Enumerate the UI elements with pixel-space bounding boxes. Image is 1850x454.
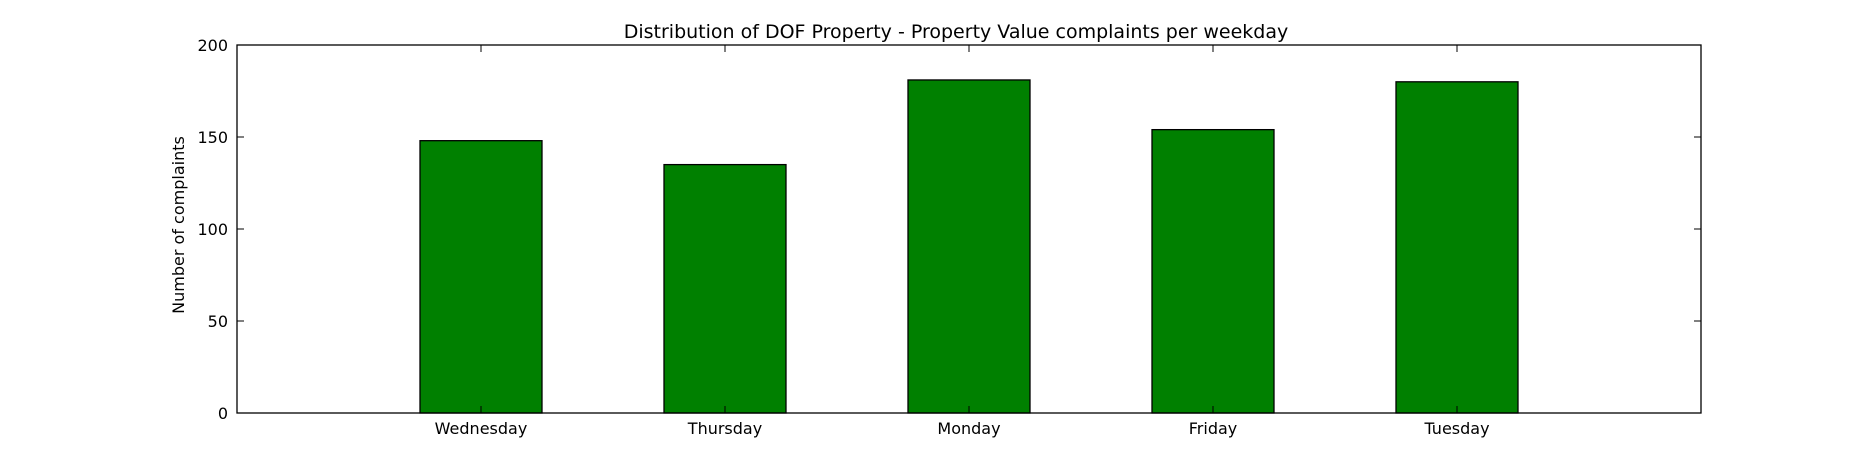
bar-friday <box>1151 128 1275 414</box>
bar-thursday <box>663 163 787 414</box>
x-tick-label: Monday <box>937 419 1000 438</box>
x-tick-label: Tuesday <box>1423 419 1489 438</box>
bar-wednesday <box>419 140 543 414</box>
y-tick-label: 100 <box>197 220 228 239</box>
y-tick-label: 50 <box>208 312 228 331</box>
bar-monday <box>907 79 1031 414</box>
y-tick-label: 0 <box>218 404 228 423</box>
y-tick-label: 150 <box>197 128 228 147</box>
x-tick-label: Thursday <box>687 419 762 438</box>
y-tick-label: 200 <box>197 36 228 55</box>
y-axis-label: Number of complaints <box>169 136 188 314</box>
x-tick-label: Wednesday <box>435 419 528 438</box>
chart-title: Distribution of DOF Property - Property … <box>624 21 1289 43</box>
plot-area: 0 50 100 150 200 Wednesday Thursday Monday Frida… <box>197 36 1702 438</box>
x-tick-label: Friday <box>1189 419 1238 438</box>
bar-tuesday <box>1395 81 1519 414</box>
